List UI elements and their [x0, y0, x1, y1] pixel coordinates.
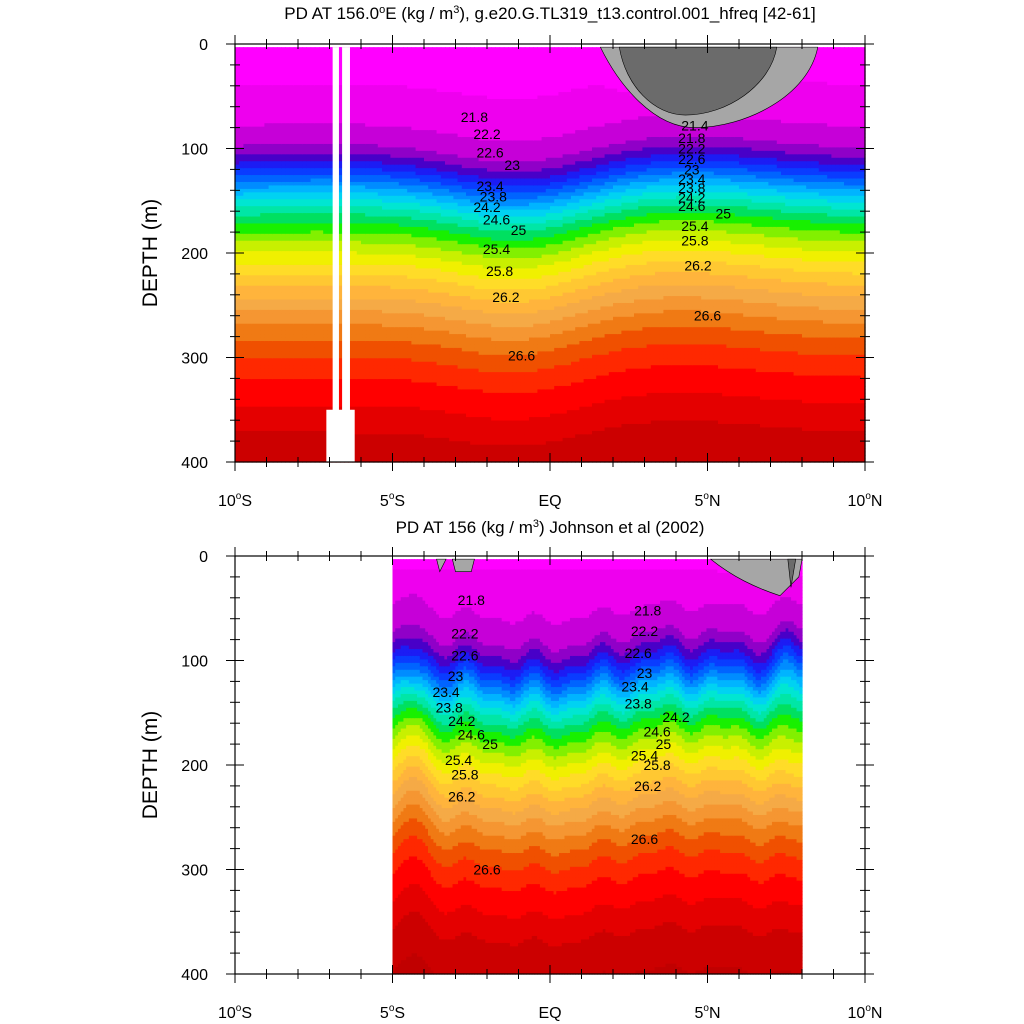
- contour-label: 26.6: [631, 831, 658, 847]
- panel-2: 21.822.222.62323.423.824.224.62525.425.8…: [139, 518, 882, 1022]
- contour-label: 26.6: [508, 347, 535, 363]
- y-tick-label: 100: [181, 654, 208, 671]
- x-tick-label: EQ: [538, 1005, 561, 1022]
- x-tick-label: 5oN: [694, 1003, 720, 1022]
- contour-label: 25: [511, 222, 527, 238]
- y-tick-label: 400: [181, 967, 208, 984]
- contour-label: 24.6: [483, 212, 510, 228]
- contour-label: 25.4: [681, 218, 708, 234]
- density-field: [235, 47, 866, 462]
- contour-label: 26.2: [492, 289, 519, 305]
- missing-data-column: [333, 47, 339, 451]
- contour-label: 26.6: [694, 308, 721, 324]
- y-tick-label: 200: [181, 246, 208, 263]
- contour-label: 21.8: [461, 109, 488, 125]
- missing-data-column: [342, 47, 350, 451]
- contour-label: 23.8: [625, 695, 652, 711]
- contour-label: 25.8: [681, 233, 708, 249]
- y-tick-label: 200: [181, 758, 208, 775]
- y-axis-label: DEPTH (m): [139, 711, 162, 820]
- y-tick-label: 400: [181, 455, 208, 472]
- x-tick-label: 10oN: [848, 1003, 883, 1022]
- y-tick-label: 300: [181, 863, 208, 880]
- contour-label: 26.2: [684, 258, 711, 274]
- chart-title: PD AT 156.0oE (kg / m3), g.e20.G.TL319_t…: [284, 4, 815, 23]
- contour-label: 25.4: [445, 752, 472, 768]
- contour-label: 22.6: [625, 645, 652, 661]
- missing-data-column: [326, 410, 354, 462]
- x-tick-label: 5oS: [380, 1003, 405, 1022]
- panel-1: 21.822.222.62323.423.824.224.62525.425.8…: [139, 4, 882, 510]
- contour-label: 26.2: [634, 778, 661, 794]
- contour-label: 23.4: [621, 679, 648, 695]
- x-tick-label: EQ: [538, 493, 561, 510]
- contour-label: 21.8: [634, 602, 661, 618]
- contour-label: 22.2: [631, 623, 658, 639]
- y-tick-label: 0: [199, 549, 208, 566]
- contour-label: 22.6: [451, 647, 478, 663]
- contour-label: 24.2: [662, 709, 689, 725]
- contour-label: 21.8: [458, 592, 485, 608]
- contour-label: 26.6: [473, 862, 500, 878]
- x-tick-label: 10oS: [218, 491, 252, 510]
- x-tick-label: 10oN: [848, 491, 883, 510]
- low-density-region: [452, 559, 474, 572]
- y-axis-label: DEPTH (m): [139, 199, 162, 308]
- contour-label: 22.2: [451, 625, 478, 641]
- contour-label: 25.4: [483, 241, 510, 257]
- contour-label: 23: [504, 157, 520, 173]
- contour-label: 22.2: [473, 126, 500, 142]
- contour-label: 24.6: [678, 198, 705, 214]
- contour-label: 23.4: [432, 684, 459, 700]
- contour-label: 25.8: [486, 263, 513, 279]
- x-tick-label: 10oS: [218, 1003, 252, 1022]
- contour-label: 25: [716, 205, 732, 221]
- contour-label: 24.6: [458, 727, 485, 743]
- contour-label: 22.6: [476, 145, 503, 161]
- x-tick-label: 5oN: [694, 491, 720, 510]
- y-tick-label: 300: [181, 351, 208, 368]
- contour-label: 25: [482, 736, 498, 752]
- contour-label: 25.8: [451, 766, 478, 782]
- x-tick-label: 5oS: [380, 491, 405, 510]
- figure: 21.822.222.62323.423.824.224.62525.425.8…: [0, 0, 1024, 1024]
- y-tick-label: 0: [199, 37, 208, 54]
- chart-title: PD AT 156 (kg / m3) Johnson et al (2002): [396, 518, 705, 537]
- y-tick-label: 100: [181, 142, 208, 159]
- contour-label: 23: [448, 668, 464, 684]
- contour-label: 26.2: [448, 788, 475, 804]
- contour-label: 25.8: [643, 757, 670, 773]
